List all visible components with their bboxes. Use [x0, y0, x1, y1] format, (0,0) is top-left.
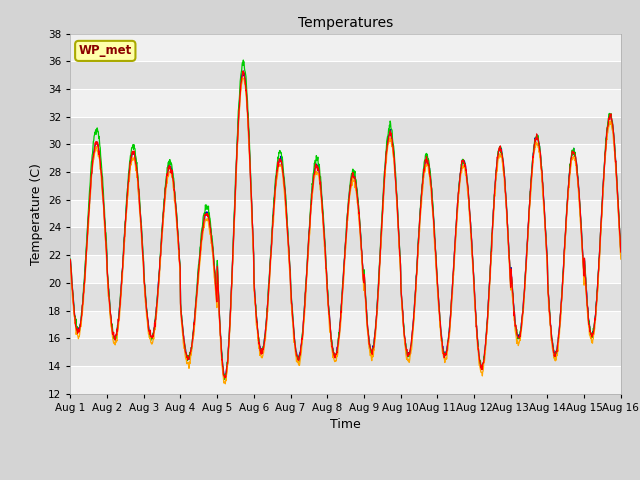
Bar: [70, 89, 621, 117]
Title: Temperatures: Temperatures: [298, 16, 393, 30]
Bar: [70, 366, 621, 394]
X-axis label: Time: Time: [330, 418, 361, 431]
Text: WP_met: WP_met: [79, 44, 132, 58]
Y-axis label: Temperature (C): Temperature (C): [29, 163, 43, 264]
Bar: [70, 144, 621, 172]
Bar: [70, 172, 621, 200]
Bar: [70, 255, 621, 283]
Bar: [70, 34, 621, 61]
Bar: [70, 338, 621, 366]
Bar: [70, 228, 621, 255]
Bar: [70, 61, 621, 89]
Bar: [70, 311, 621, 338]
Bar: [70, 283, 621, 311]
Bar: [70, 200, 621, 228]
Bar: [70, 117, 621, 144]
Legend: CR1000 panelT, HMP, NR01 PRT, AM25T PRT: CR1000 panelT, HMP, NR01 PRT, AM25T PRT: [149, 477, 542, 480]
